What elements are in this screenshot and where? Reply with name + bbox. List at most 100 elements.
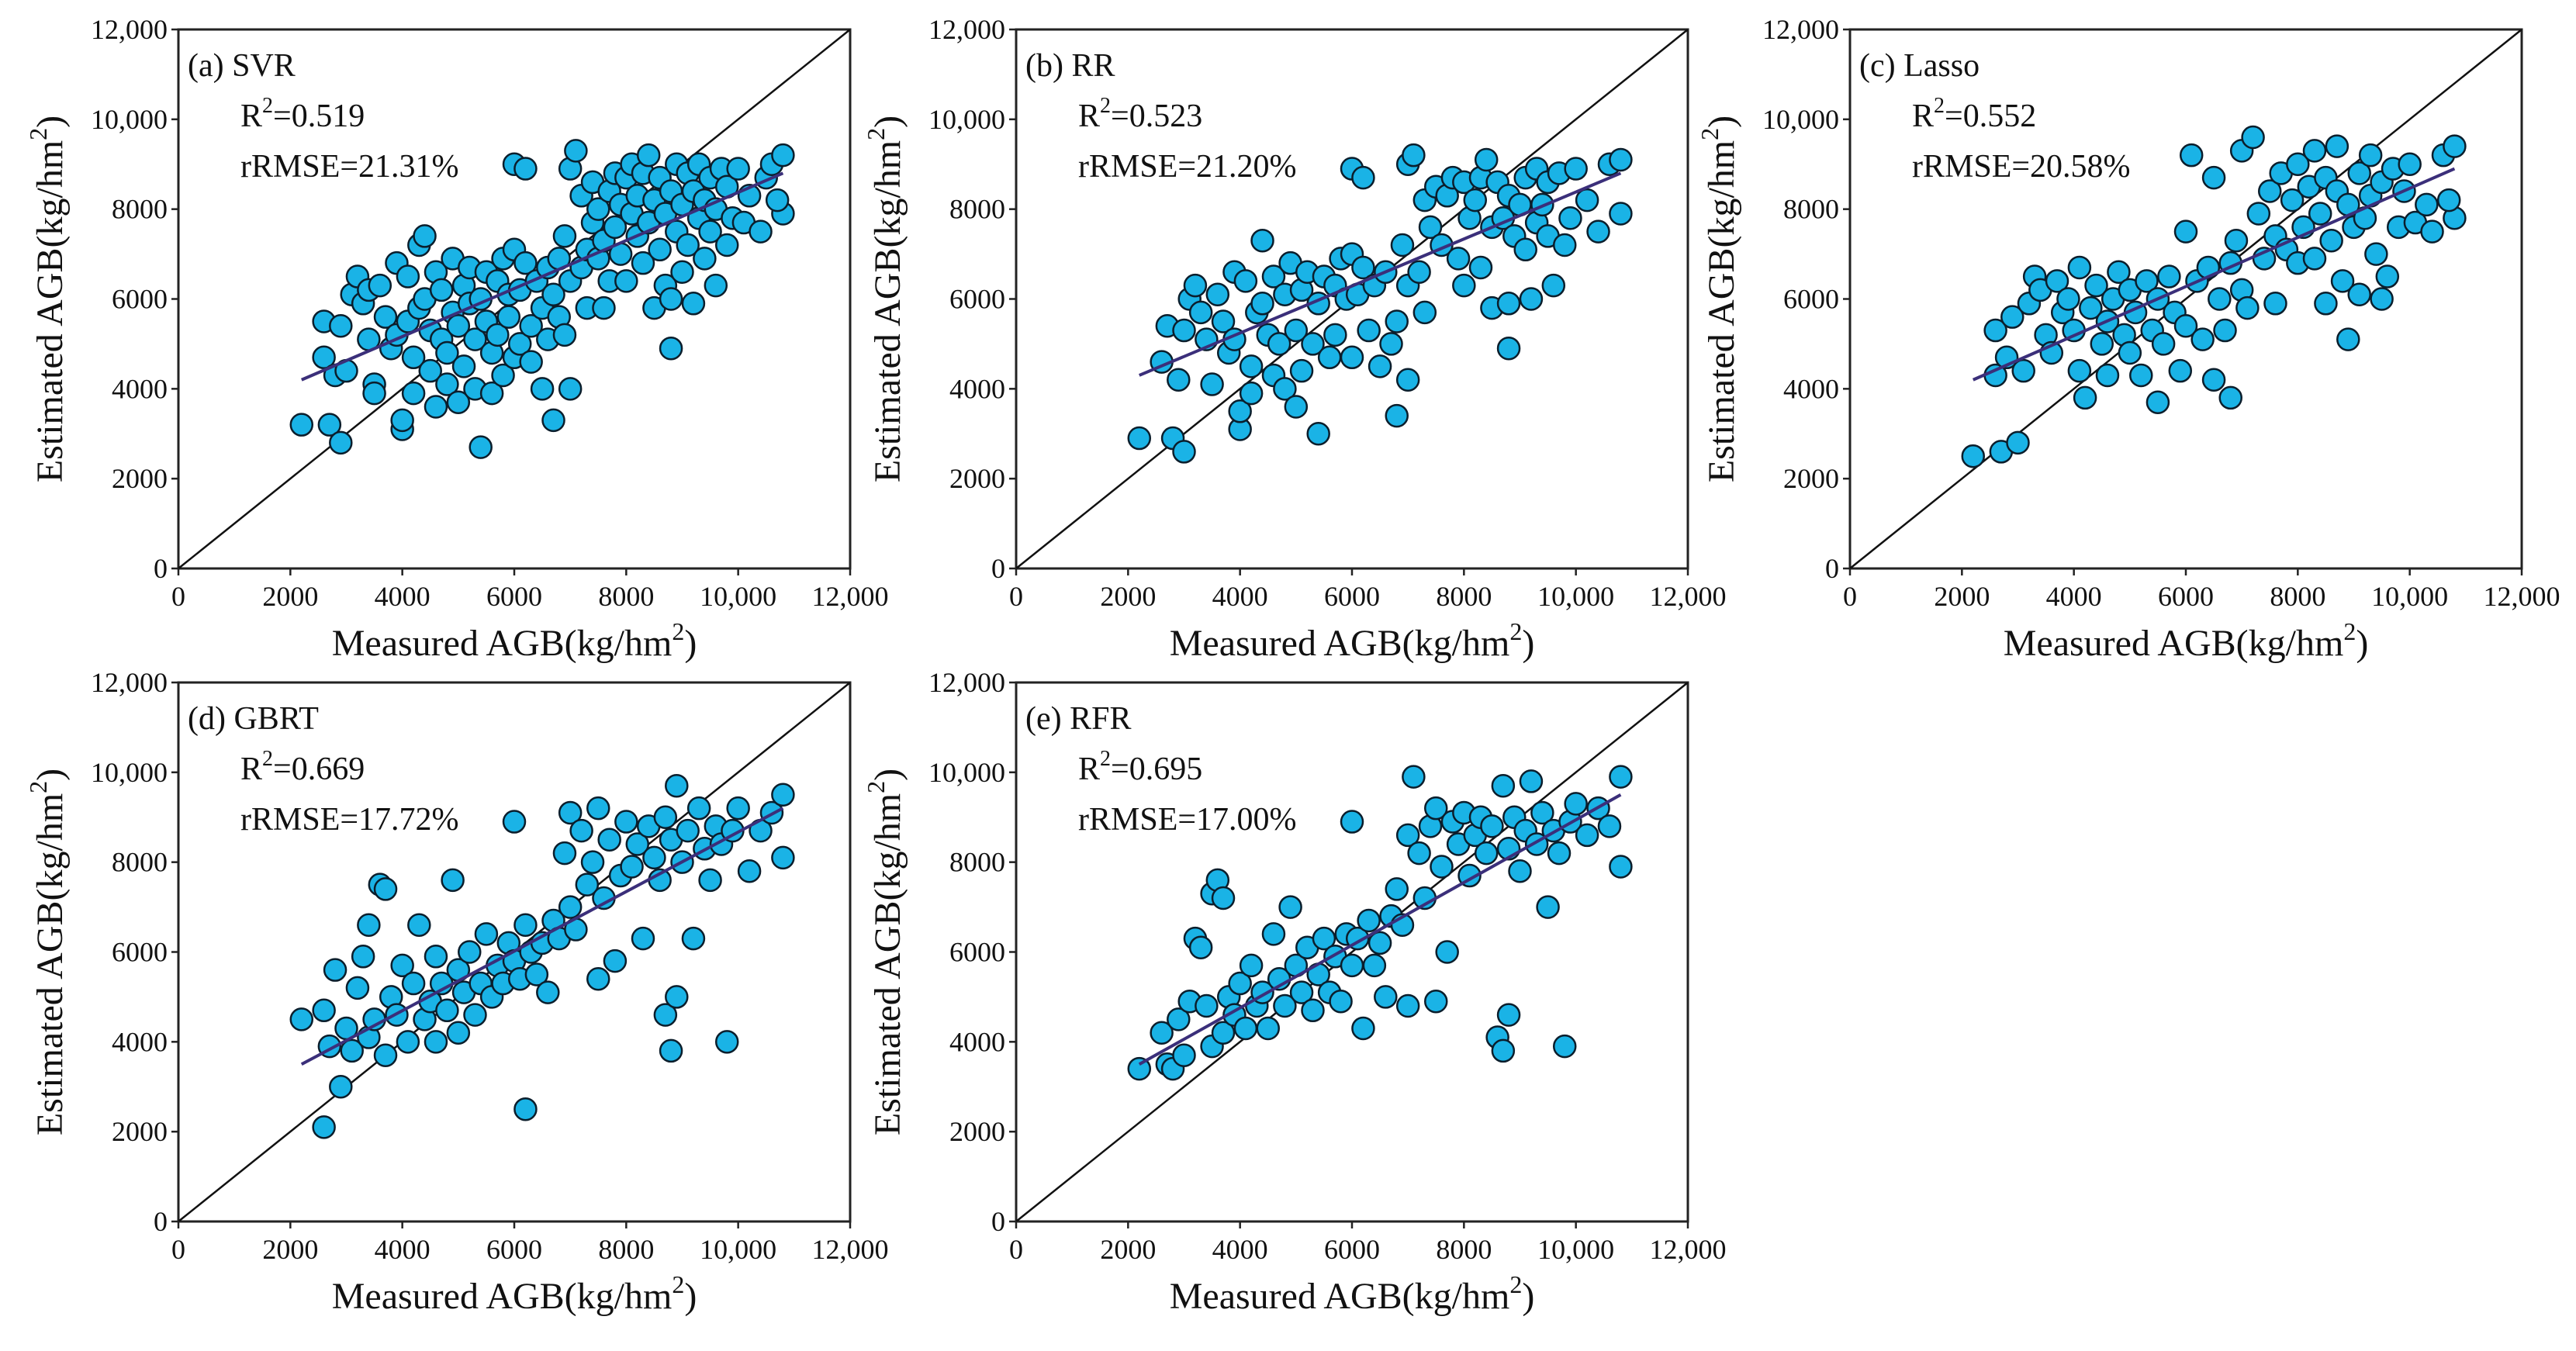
data-point — [771, 143, 795, 168]
x-axis-label-close: ) — [1522, 623, 1534, 664]
y-tick-label: 0 — [154, 553, 168, 584]
data-point — [424, 395, 448, 419]
data-point — [1273, 993, 1297, 1018]
data-point — [424, 945, 448, 969]
data-point — [1289, 980, 1314, 1004]
data-point — [552, 841, 577, 866]
data-point — [2319, 228, 2343, 253]
rrmse-annotation: rRMSE=17.72% — [240, 802, 459, 838]
data-point — [2314, 292, 2338, 316]
data-point — [625, 832, 650, 856]
x-tick-label: 6000 — [486, 1234, 542, 1265]
data-point — [357, 913, 381, 937]
data-point — [1340, 810, 1364, 834]
data-point — [1575, 188, 1599, 212]
data-point — [564, 139, 588, 163]
data-point — [2436, 188, 2461, 212]
data-point — [329, 430, 353, 455]
y-tick-label: 0 — [991, 1206, 1005, 1237]
data-point — [1424, 796, 1448, 821]
data-point — [519, 314, 543, 338]
data-point — [726, 796, 750, 821]
data-point — [513, 1097, 538, 1121]
plot-area — [178, 682, 850, 1221]
data-point — [2201, 368, 2226, 392]
y-tick-label: 8000 — [949, 194, 1005, 225]
y-tick-label: 12,000 — [91, 14, 168, 45]
data-point — [665, 985, 689, 1009]
r2-label: R — [240, 98, 262, 134]
data-point — [435, 340, 459, 365]
data-point — [749, 219, 773, 244]
data-point — [329, 1075, 353, 1099]
data-point — [1407, 841, 1431, 866]
data-point — [2308, 202, 2332, 226]
x-tick-label: 10,000 — [2371, 581, 2448, 612]
x-axis-label-close: ) — [1522, 1276, 1534, 1317]
data-point — [2241, 125, 2265, 150]
x-tick-label: 0 — [171, 581, 185, 612]
y-tick-label: 12,000 — [928, 14, 1005, 45]
chart-panel-5: 0 2000 4000 6000 8000 10,000 12,000 0 2000 4000 60… — [862, 667, 1727, 1317]
data-point — [1273, 377, 1297, 401]
data-point — [1407, 260, 1431, 284]
data-point — [1351, 165, 1375, 190]
y-tick-label: 2000 — [949, 1116, 1005, 1147]
data-point — [2079, 295, 2103, 320]
data-point — [401, 345, 426, 370]
one-to-one-line — [1850, 29, 2522, 568]
data-point — [726, 157, 750, 181]
data-point — [1357, 908, 1381, 933]
x-axis-label: Measured AGB(kg/hm2) — [332, 1270, 697, 1317]
data-point — [653, 1003, 678, 1027]
data-point — [2358, 143, 2383, 168]
data-point — [1961, 444, 1986, 468]
data-point — [2073, 385, 2097, 410]
data-point — [2286, 152, 2310, 176]
x-tick-label: 2000 — [1934, 581, 1990, 612]
y-axis-label-text: Estimated AGB(kg/hm — [867, 793, 908, 1135]
data-point — [519, 350, 543, 374]
y-tick-label: 4000 — [1783, 373, 1839, 404]
r2-superscript: 2 — [1100, 747, 1111, 771]
data-point — [1385, 877, 1409, 901]
data-point — [714, 233, 739, 257]
data-point — [312, 1115, 336, 1139]
data-point — [479, 381, 504, 406]
y-tick-label: 6000 — [949, 937, 1005, 968]
data-point — [396, 264, 420, 289]
data-point — [2190, 327, 2215, 351]
y-tick-label: 8000 — [112, 847, 168, 878]
data-point — [681, 926, 706, 951]
data-point — [2336, 327, 2360, 351]
x-axis-label-superscript: 2 — [672, 617, 684, 645]
data-point — [1172, 1043, 1196, 1067]
data-point — [441, 868, 465, 893]
x-tick-label: 6000 — [486, 581, 542, 612]
data-point — [1368, 931, 1392, 955]
data-point — [636, 143, 661, 168]
panel-title: (b) RR — [1025, 48, 1115, 84]
data-point — [507, 332, 532, 356]
data-point — [2179, 143, 2204, 168]
data-point — [631, 251, 655, 275]
data-point — [1167, 1007, 1191, 1031]
data-point — [1301, 332, 1325, 356]
x-axis-label: Measured AGB(kg/hm2) — [1170, 1270, 1535, 1317]
data-point — [329, 314, 353, 338]
data-point — [2067, 358, 2092, 383]
data-point — [446, 390, 471, 414]
data-point — [513, 913, 538, 937]
x-tick-label: 12,000 — [812, 1234, 889, 1265]
x-tick-label: 12,000 — [1650, 1234, 1727, 1265]
data-point — [676, 818, 700, 843]
x-tick-label: 4000 — [1212, 581, 1268, 612]
x-axis-label-close: ) — [2356, 623, 2368, 664]
data-point — [1474, 841, 1499, 866]
data-point — [1508, 859, 1532, 883]
data-point — [541, 282, 565, 306]
r2-value: =0.669 — [273, 752, 365, 787]
y-tick-label: 0 — [991, 553, 1005, 584]
data-point — [1541, 273, 1566, 298]
x-axis-label-superscript: 2 — [672, 1270, 684, 1298]
